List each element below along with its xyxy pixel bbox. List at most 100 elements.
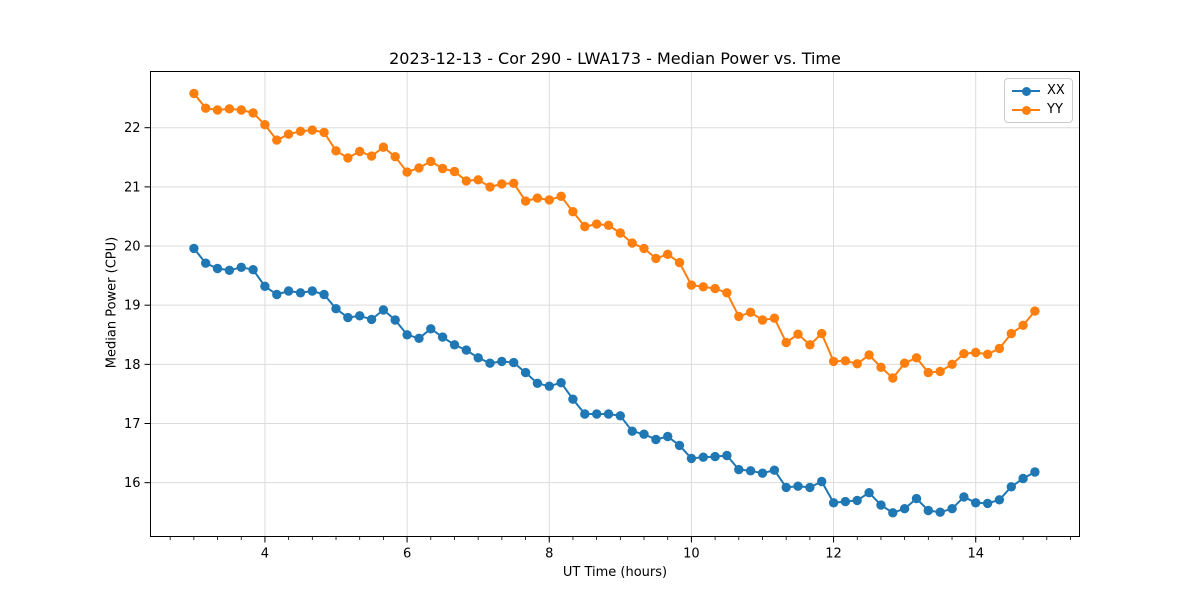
data-point-yy (698, 282, 708, 292)
series-line-xx (193, 247, 1036, 514)
data-point-xx (864, 488, 874, 498)
data-point-xx (449, 340, 460, 350)
data-point-xx (923, 505, 933, 516)
data-point-xx (343, 312, 353, 323)
data-point-yy (592, 219, 602, 229)
data-point-xx (603, 409, 614, 419)
data-point-yy (828, 356, 839, 367)
data-point-xx (568, 394, 578, 404)
data-point-xx (1006, 482, 1016, 492)
data-point-xx (911, 493, 922, 504)
data-point-yy (852, 359, 862, 369)
data-point-xx (544, 381, 554, 391)
data-point-xx (627, 426, 637, 436)
chart-title: 2023-12-13 - Cor 290 - LWA173 - Median P… (389, 49, 841, 68)
data-point-xx (817, 476, 827, 487)
data-point-yy (923, 367, 933, 378)
data-point-xx (414, 333, 424, 343)
x-tick-label: 10 (683, 547, 700, 562)
data-point-yy (722, 288, 732, 298)
legend-item-xx: XX (1012, 83, 1065, 99)
data-point-yy (757, 315, 768, 325)
data-point-xx (651, 434, 661, 445)
data-point-xx (236, 262, 246, 272)
data-point-yy (686, 280, 697, 290)
data-point-xx (769, 465, 780, 475)
y-tick-label: 19 (124, 299, 141, 314)
data-point-yy (840, 356, 851, 366)
data-point-xx (959, 492, 969, 502)
data-point-yy (651, 253, 661, 264)
data-point-yy (663, 249, 673, 259)
y-tick-label: 21 (124, 180, 141, 195)
data-point-yy (674, 257, 685, 268)
data-point-xx (734, 464, 744, 475)
y-tick-label: 17 (124, 417, 141, 432)
data-point-yy (520, 196, 531, 206)
data-point-xx (485, 358, 495, 368)
data-point-yy (402, 167, 412, 177)
data-point-yy (343, 153, 353, 163)
data-point-yy (272, 135, 282, 145)
data-point-yy (449, 166, 460, 177)
data-point-yy (615, 228, 625, 238)
data-point-yy (212, 105, 223, 115)
data-point-yy (532, 193, 543, 203)
data-point-yy (544, 195, 554, 205)
data-point-yy (899, 358, 910, 368)
y-tick-label: 16 (124, 476, 141, 491)
data-point-yy (236, 105, 246, 115)
data-point-xx (592, 409, 602, 419)
data-point-xx (1030, 467, 1040, 477)
legend-item-yy: YY (1012, 102, 1064, 118)
data-point-xx (935, 507, 945, 517)
data-point-yy (497, 179, 507, 189)
data-point-xx (295, 288, 306, 298)
data-point-xx (461, 345, 471, 355)
data-point-yy (769, 313, 780, 323)
data-point-yy (355, 146, 365, 157)
legend-line-marker-icon (1012, 85, 1040, 98)
data-point-xx (971, 498, 981, 508)
data-point-yy (426, 156, 436, 167)
data-point-xx (698, 452, 708, 462)
data-point-yy (793, 329, 803, 339)
data-point-yy (224, 104, 235, 114)
data-point-yy (982, 349, 993, 359)
data-point-xx (426, 324, 436, 334)
data-point-xx (840, 496, 851, 507)
data-point-xx (248, 265, 258, 275)
data-point-yy (307, 125, 317, 135)
data-point-xx (710, 451, 720, 462)
data-point-xx (331, 304, 341, 314)
data-point-yy (781, 337, 791, 348)
data-point-xx (509, 357, 519, 368)
data-point-xx (378, 305, 389, 315)
data-point-xx (663, 431, 673, 442)
data-point-xx (390, 315, 400, 325)
x-tick-label: 8 (545, 547, 553, 562)
data-point-xx (497, 356, 507, 367)
data-point-xx (852, 495, 862, 506)
data-point-yy (639, 243, 649, 254)
data-point-yy (568, 207, 578, 217)
data-point-yy (437, 163, 448, 174)
data-point-xx (319, 289, 329, 300)
y-tick-label: 20 (124, 240, 141, 255)
data-point-xx (899, 504, 910, 514)
x-tick-label: 14 (967, 547, 984, 562)
data-point-xx (224, 265, 235, 275)
data-point-xx (639, 429, 649, 439)
data-point-yy (319, 127, 329, 138)
x-tick-label: 12 (825, 547, 842, 562)
data-point-yy (366, 151, 377, 161)
legend: XX YY (1004, 78, 1073, 123)
data-point-yy (1018, 320, 1028, 330)
data-point-yy (260, 120, 270, 130)
data-point-xx (355, 311, 365, 321)
data-point-yy (248, 108, 258, 118)
data-point-yy (994, 343, 1005, 354)
data-point-yy (959, 349, 969, 359)
data-point-yy (864, 350, 874, 360)
x-tick-label: 6 (403, 547, 411, 562)
